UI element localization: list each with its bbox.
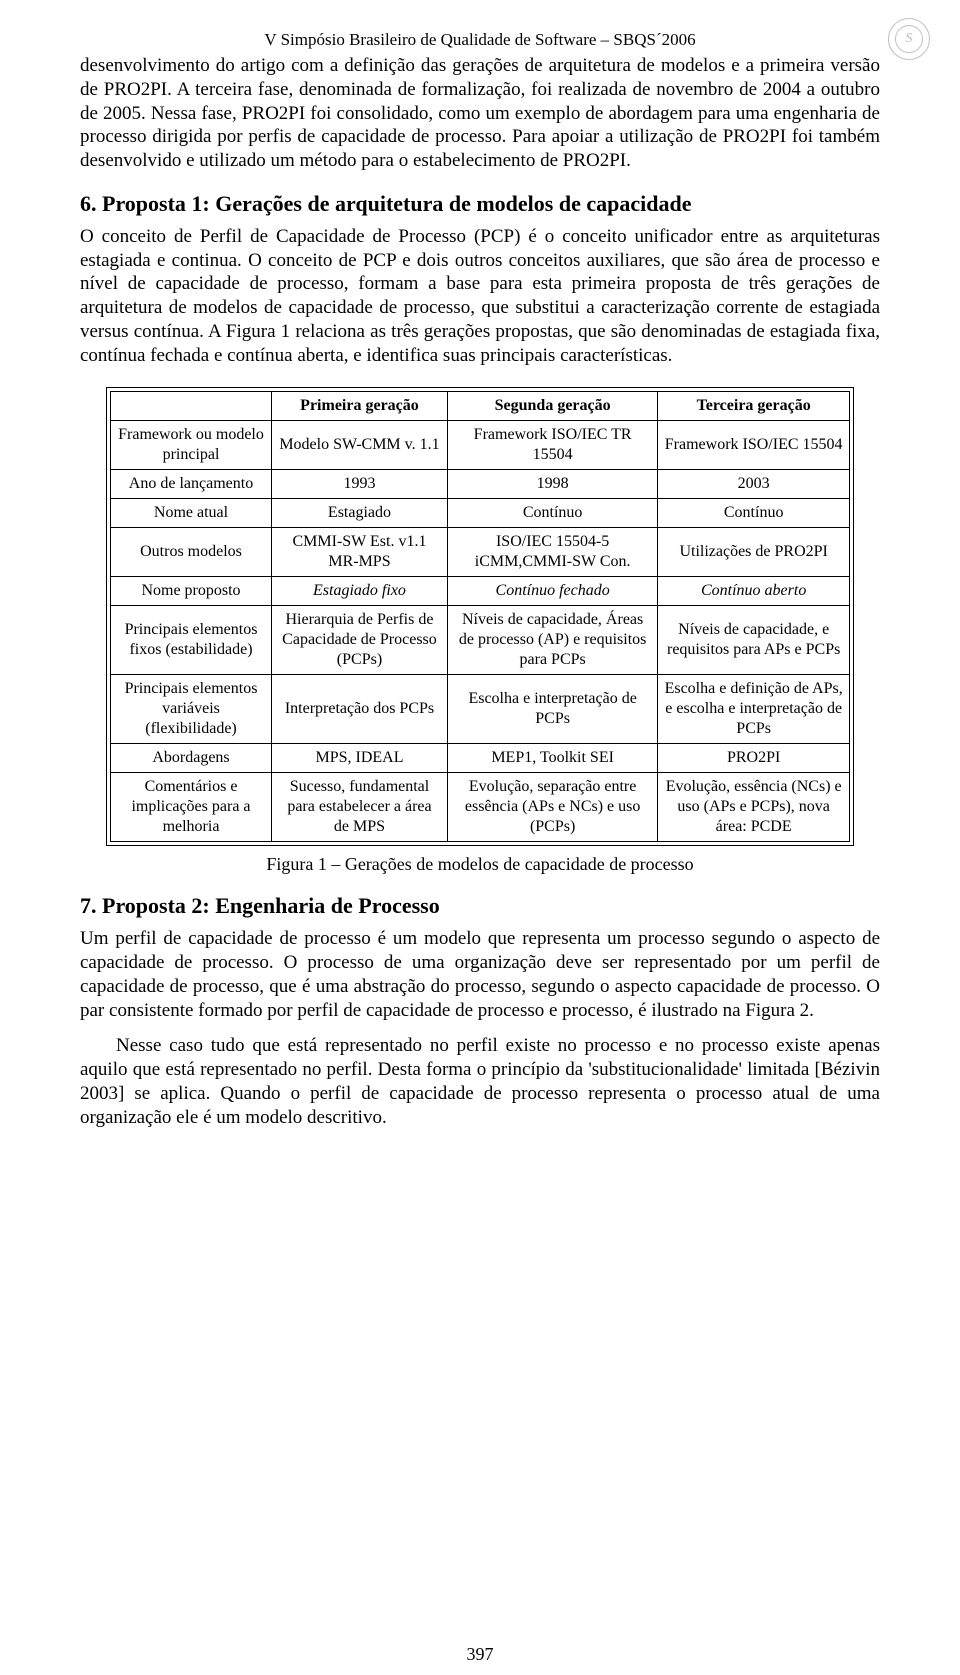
row-label: Principais elementos fixos (estabilidade… [111, 606, 272, 675]
table-header-row: Primeira geração Segunda geração Terceir… [111, 392, 850, 421]
cell: Níveis de capacidade, Áreas de processo … [447, 606, 657, 675]
cell: 2003 [658, 470, 850, 499]
cell: Contínuo [658, 499, 850, 528]
cell: ISO/IEC 15504-5 iCMM,CMMI-SW Con. [447, 528, 657, 577]
th-blank [111, 392, 272, 421]
table-row: Framework ou modelo principal Modelo SW-… [111, 421, 850, 470]
cell: Interpretação dos PCPs [272, 675, 448, 744]
cell: MPS, IDEAL [272, 744, 448, 773]
table-row: Nome atual Estagiado Contínuo Contínuo [111, 499, 850, 528]
table-row: Abordagens MPS, IDEAL MEP1, Toolkit SEI … [111, 744, 850, 773]
row-label: Nome atual [111, 499, 272, 528]
table-row: Nome proposto Estagiado fixo Contínuo fe… [111, 577, 850, 606]
cell: Estagiado [272, 499, 448, 528]
generations-table: Primeira geração Segunda geração Terceir… [110, 391, 850, 842]
table-row: Principais elementos fixos (estabilidade… [111, 606, 850, 675]
table-row: Ano de lançamento 1993 1998 2003 [111, 470, 850, 499]
cell: Evolução, essência (NCs) e uso (APs e PC… [658, 773, 850, 842]
row-label: Outros modelos [111, 528, 272, 577]
header-logo: S [888, 18, 930, 60]
section-7-heading: 7. Proposta 2: Engenharia de Processo [80, 893, 880, 919]
row-label: Framework ou modelo principal [111, 421, 272, 470]
row-label: Ano de lançamento [111, 470, 272, 499]
table-row: Outros modelos CMMI-SW Est. v1.1 MR-MPS … [111, 528, 850, 577]
logo-icon: S [895, 25, 923, 53]
cell: 1993 [272, 470, 448, 499]
cell: Contínuo aberto [658, 577, 850, 606]
cell: Estagiado fixo [272, 577, 448, 606]
table-wrapper: Primeira geração Segunda geração Terceir… [106, 387, 854, 846]
figure-1-caption: Figura 1 – Gerações de modelos de capaci… [80, 854, 880, 875]
cell: Níveis de capacidade, e requisitos para … [658, 606, 850, 675]
header-title: V Simpósio Brasileiro de Qualidade de So… [264, 30, 695, 49]
cell: 1998 [447, 470, 657, 499]
paragraph-1: desenvolvimento do artigo com a definiçã… [80, 54, 880, 173]
cell: Sucesso, fundamental para estabelecer a … [272, 773, 448, 842]
cell: Contínuo fechado [447, 577, 657, 606]
paragraph-4: Nesse caso tudo que está representado no… [80, 1034, 880, 1129]
cell: PRO2PI [658, 744, 850, 773]
cell: Contínuo [447, 499, 657, 528]
cell: Framework ISO/IEC 15504 [658, 421, 850, 470]
cell: CMMI-SW Est. v1.1 MR-MPS [272, 528, 448, 577]
th-gen2: Segunda geração [447, 392, 657, 421]
row-label: Abordagens [111, 744, 272, 773]
cell: Evolução, separação entre essência (APs … [447, 773, 657, 842]
th-gen1: Primeira geração [272, 392, 448, 421]
paragraph-2: O conceito de Perfil de Capacidade de Pr… [80, 225, 880, 368]
page-header: V Simpósio Brasileiro de Qualidade de So… [80, 30, 880, 50]
cell: Hierarquia de Perfis de Capacidade de Pr… [272, 606, 448, 675]
table-row: Principais elementos variáveis (flexibil… [111, 675, 850, 744]
cell: Escolha e interpretação de PCPs [447, 675, 657, 744]
page-number: 397 [0, 1644, 960, 1665]
row-label: Principais elementos variáveis (flexibil… [111, 675, 272, 744]
row-label: Comentários e implicações para a melhori… [111, 773, 272, 842]
cell: Escolha e definição de APs, e escolha e … [658, 675, 850, 744]
cell: Modelo SW-CMM v. 1.1 [272, 421, 448, 470]
section-6-heading: 6. Proposta 1: Gerações de arquitetura d… [80, 191, 880, 217]
cell: Framework ISO/IEC TR 15504 [447, 421, 657, 470]
th-gen3: Terceira geração [658, 392, 850, 421]
table-row: Comentários e implicações para a melhori… [111, 773, 850, 842]
cell: MEP1, Toolkit SEI [447, 744, 657, 773]
paragraph-3: Um perfil de capacidade de processo é um… [80, 927, 880, 1022]
row-label: Nome proposto [111, 577, 272, 606]
cell: Utilizações de PRO2PI [658, 528, 850, 577]
page: V Simpósio Brasileiro de Qualidade de So… [0, 0, 960, 1675]
